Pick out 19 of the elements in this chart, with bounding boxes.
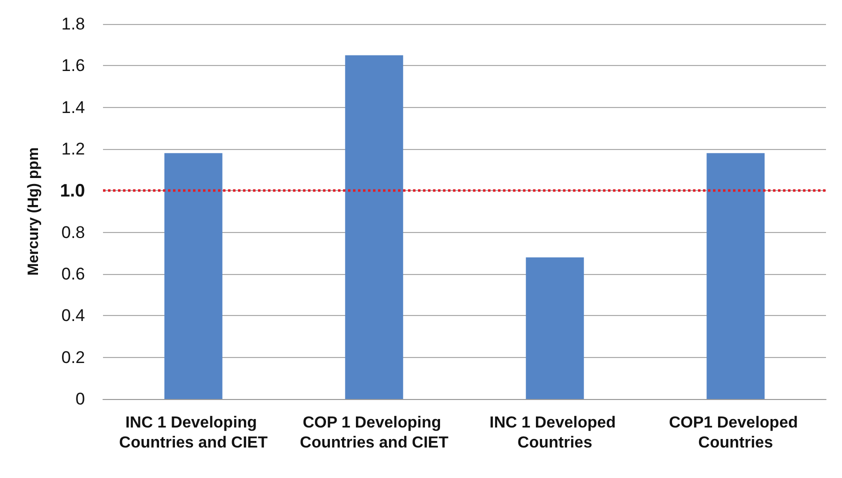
bar	[706, 153, 765, 399]
y-axis-title: Mercury (Hg) ppm	[25, 147, 42, 276]
y-tick-label: 1.0	[60, 180, 85, 201]
x-tick-label: INC 1 Developed Countries	[490, 414, 620, 452]
y-tick-label: 0.6	[61, 264, 85, 284]
y-tick-label: 1.2	[61, 140, 85, 158]
x-tick-label: COP1 Developed Countries	[668, 414, 802, 452]
bar	[526, 257, 584, 399]
x-tick-label: INC 1 Developing Countries and CIET	[119, 414, 268, 452]
y-tick-label: 0.4	[61, 306, 85, 326]
y-tick-label: 1.8	[61, 14, 85, 34]
y-tick-label: 0	[76, 390, 85, 408]
bar	[345, 55, 404, 399]
bar	[164, 153, 222, 399]
y-tick-label: 0.8	[61, 222, 85, 242]
y-tick-label: 1.6	[61, 56, 85, 76]
y-tick-label: 1.4	[61, 98, 85, 117]
y-tick-label: 0.2	[61, 348, 85, 367]
x-tick-label: COP 1 Developing Countries and CIET	[300, 414, 449, 452]
